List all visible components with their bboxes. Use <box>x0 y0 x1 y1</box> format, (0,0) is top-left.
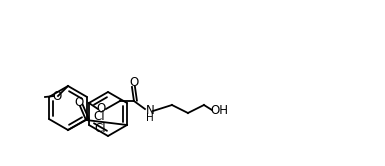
Text: O: O <box>74 95 84 109</box>
Text: N: N <box>146 103 154 117</box>
Text: H: H <box>146 113 154 123</box>
Text: Cl: Cl <box>93 111 105 124</box>
Text: O: O <box>96 102 105 116</box>
Text: O: O <box>129 76 139 88</box>
Text: O: O <box>52 89 62 102</box>
Text: OH: OH <box>210 105 228 118</box>
Text: Cl: Cl <box>94 122 106 134</box>
